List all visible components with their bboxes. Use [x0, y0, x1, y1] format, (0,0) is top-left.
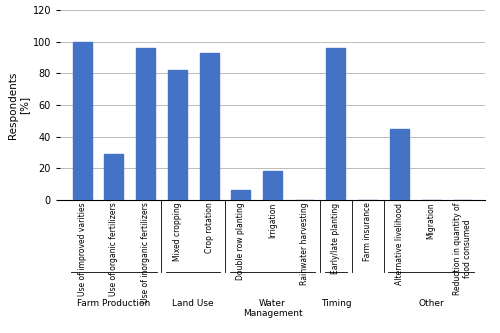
- Text: Land Use: Land Use: [172, 298, 214, 307]
- Text: Timing: Timing: [320, 298, 351, 307]
- Bar: [168, 70, 187, 200]
- Bar: [104, 154, 124, 200]
- Y-axis label: Respondents
[%]: Respondents [%]: [8, 71, 30, 139]
- Bar: [390, 129, 409, 200]
- Bar: [136, 48, 155, 200]
- Bar: [200, 53, 218, 200]
- Bar: [326, 48, 345, 200]
- Bar: [232, 190, 250, 200]
- Text: Other: Other: [418, 298, 444, 307]
- Bar: [263, 171, 282, 200]
- Bar: [72, 42, 92, 200]
- Text: Farm Production: Farm Production: [78, 298, 150, 307]
- Text: Water
Management: Water Management: [242, 298, 302, 318]
